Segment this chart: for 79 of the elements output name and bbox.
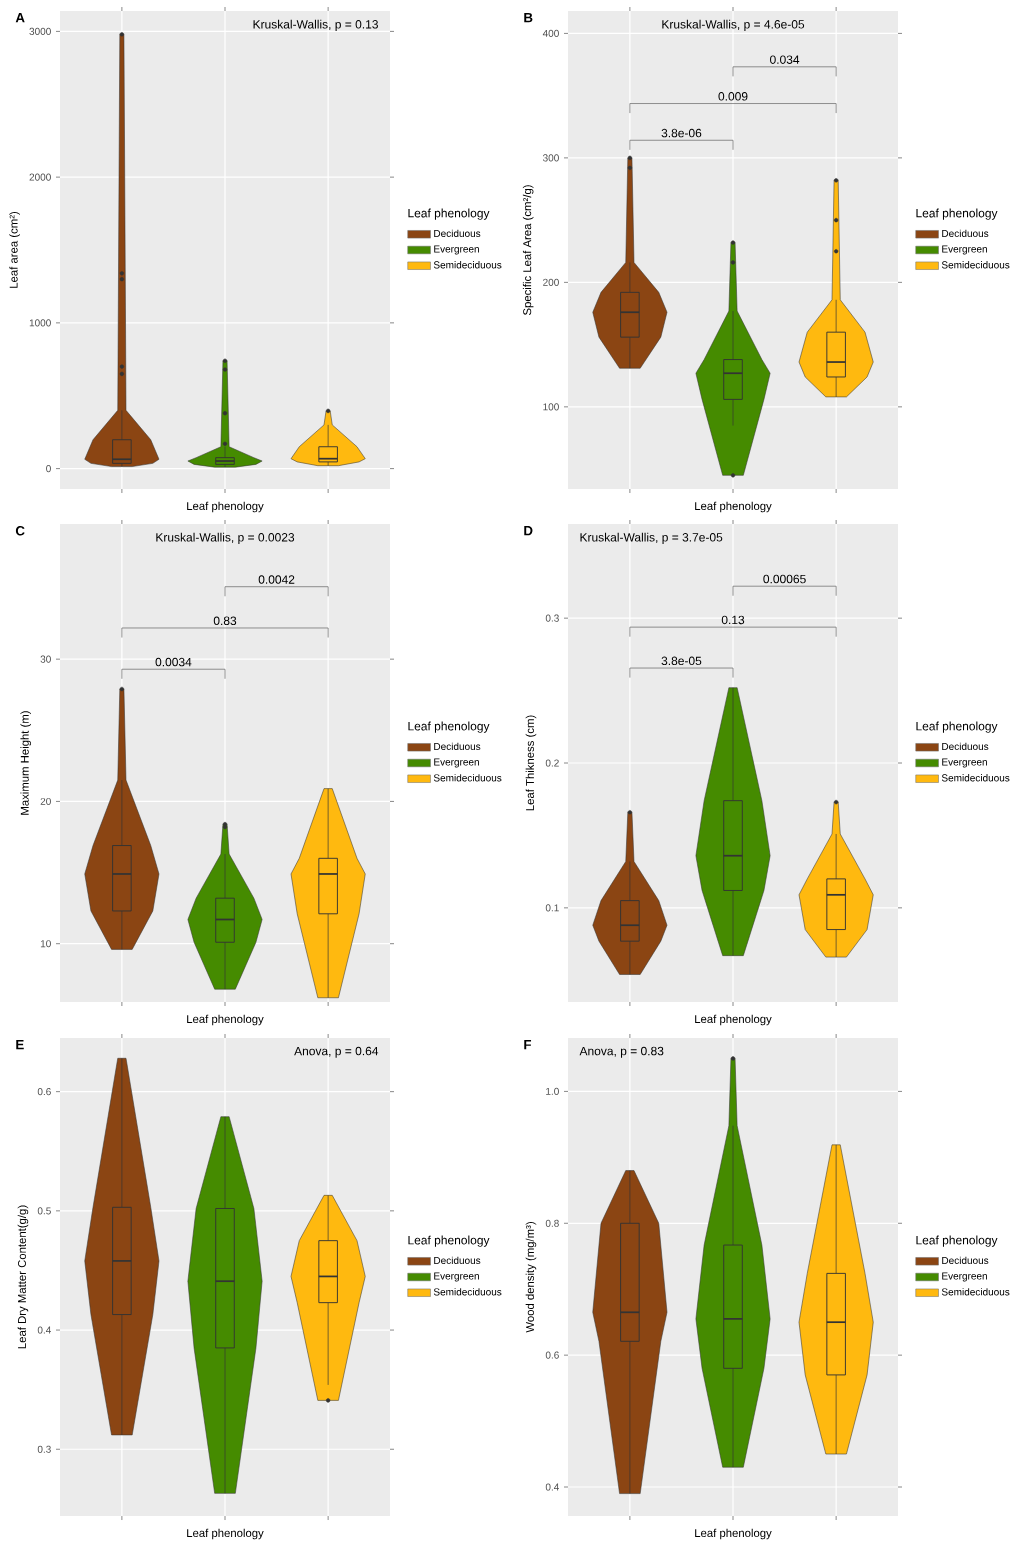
legend-title: Leaf phenology: [408, 208, 490, 220]
legend-label: Evergreen: [942, 1272, 987, 1282]
y-tick-label: 20: [40, 797, 51, 805]
legend-label: Semideciduous: [433, 1288, 502, 1296]
x-axis-title: Leaf phenology: [695, 1528, 772, 1540]
x-axis-title: Leaf phenology: [695, 1014, 772, 1026]
annotation: 0.0042: [258, 575, 295, 584]
chart-title: F: [524, 1040, 532, 1050]
y-tick-label: 200: [543, 278, 559, 286]
annotation: 0.13: [721, 615, 745, 625]
annotation: Anova, p = 0.83: [579, 1046, 664, 1058]
y-tick-label: 0.6: [37, 1088, 51, 1096]
legend-label: Deciduous: [942, 229, 989, 237]
y-tick-label: 0.8: [545, 1219, 559, 1227]
legend-label: Semideciduous: [433, 261, 502, 269]
legend-label: Evergreen: [434, 1272, 479, 1282]
legend-label: Semideciduous: [941, 1288, 1010, 1296]
legend-label: Deciduous: [434, 1256, 481, 1265]
annotation: Kruskal-Wallis, p = 0.13: [253, 19, 378, 31]
y-tick-label: 1.0: [546, 1087, 559, 1095]
legend-title: Leaf phenology: [916, 208, 998, 220]
y-axis-title: Specific Leaf Area (cm²/g): [522, 185, 534, 315]
legend-label: Deciduous: [942, 742, 989, 750]
y-tick-label: 300: [542, 154, 559, 162]
annotation: 0.0034: [155, 657, 192, 667]
chart-title: E: [16, 1040, 24, 1050]
y-axis-title: Leaf area (cm²): [9, 211, 20, 288]
annotation: 3.8e-05: [661, 656, 702, 666]
legend-label: Deciduous: [434, 229, 481, 237]
legend-label: Semideciduous: [941, 774, 1010, 782]
annotation: 0.83: [213, 616, 237, 626]
y-axis-title: Leaf Dry Matter Content(g/g): [17, 1205, 29, 1349]
annotation: Kruskal-Wallis, p = 0.0023: [156, 532, 295, 544]
y-axis-title: Leaf Thikness (cm): [525, 715, 537, 811]
chart-title: D: [524, 526, 533, 536]
chart-title: B: [524, 13, 533, 23]
y-tick-label: 30: [40, 655, 51, 663]
legend-label: Semideciduous: [433, 774, 502, 782]
annotation: 3.8e-06: [661, 128, 702, 138]
y-tick-label: 0.3: [545, 614, 559, 622]
x-axis-title: Leaf phenology: [187, 1528, 264, 1540]
legend-title: Leaf phenology: [916, 721, 998, 733]
legend-label: Evergreen: [434, 245, 479, 255]
y-tick-label: 0.4: [545, 1483, 559, 1491]
annotation: 0.00065: [763, 574, 806, 584]
legend-label: Evergreen: [434, 758, 479, 768]
y-axis-title: Wood density (mg/m³): [525, 1222, 537, 1333]
legend-label: Evergreen: [942, 245, 987, 255]
y-tick-label: 0: [46, 465, 51, 473]
x-axis-title: Leaf phenology: [187, 1014, 264, 1026]
y-tick-label: 0.1: [545, 904, 559, 912]
annotation: 0.034: [770, 55, 800, 64]
annotation: Kruskal-Wallis, p = 4.6e-05: [662, 19, 805, 31]
x-axis-title: Leaf phenology: [187, 501, 264, 513]
x-axis-title: Leaf phenology: [695, 501, 772, 513]
annotation: 0.009: [718, 92, 748, 101]
y-tick-label: 3000: [29, 27, 51, 35]
y-tick-label: 100: [543, 403, 559, 411]
y-tick-label: 0.3: [37, 1445, 51, 1453]
y-tick-label: 0.4: [37, 1326, 51, 1334]
legend-label: Deciduous: [942, 1256, 989, 1265]
y-tick-label: 0.6: [545, 1351, 559, 1359]
y-tick-label: 2000: [29, 173, 51, 181]
y-tick-label: 10: [40, 940, 51, 948]
legend-title: Leaf phenology: [408, 721, 490, 733]
y-tick-label: 0.5: [37, 1207, 51, 1215]
chart-title: C: [15, 526, 25, 536]
legend-label: Evergreen: [942, 758, 987, 768]
annotation: Anova, p = 0.64: [294, 1046, 379, 1058]
legend-title: Leaf phenology: [408, 1235, 490, 1247]
y-tick-label: 1000: [29, 319, 51, 327]
legend-label: Semideciduous: [941, 261, 1010, 269]
annotation: Kruskal-Wallis, p = 3.7e-05: [580, 532, 723, 544]
chart-title: A: [15, 13, 25, 23]
y-tick-label: 400: [542, 29, 559, 37]
legend-title: Leaf phenology: [916, 1235, 998, 1247]
y-axis-title: Maximum Height (m): [20, 711, 31, 815]
y-tick-label: 0.2: [545, 759, 559, 767]
legend-label: Deciduous: [434, 742, 481, 751]
